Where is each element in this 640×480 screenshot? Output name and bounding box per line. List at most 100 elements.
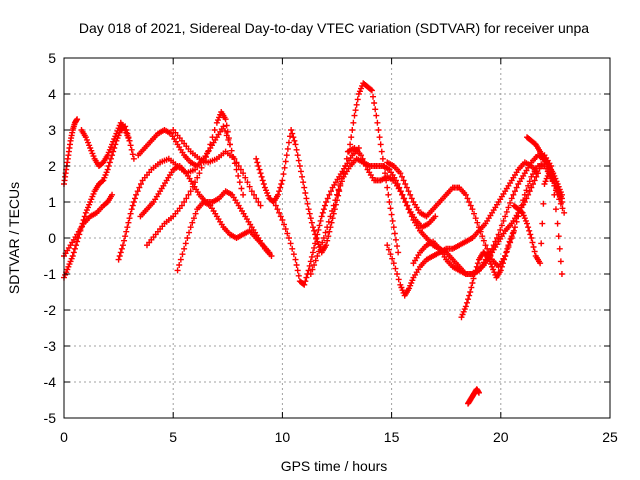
data-point (186, 229, 193, 236)
data-point (309, 224, 316, 231)
grid (64, 58, 610, 418)
y-tick-label: -1 (44, 266, 57, 282)
data-point (301, 184, 308, 191)
data-point (309, 249, 316, 256)
series-track-k (253, 127, 343, 256)
data-point (495, 231, 502, 238)
y-tick-label: -4 (44, 374, 57, 390)
data-point (285, 139, 292, 146)
data-point (504, 245, 511, 252)
data-points (61, 80, 568, 407)
data-point (192, 210, 199, 217)
data-point (556, 245, 563, 252)
data-point (367, 86, 374, 93)
series-track-d (78, 119, 133, 169)
data-point (335, 192, 342, 199)
data-point (74, 238, 81, 245)
data-point (390, 224, 397, 231)
data-point (222, 127, 229, 134)
data-point (501, 256, 508, 263)
data-point (497, 226, 504, 233)
data-point (308, 219, 315, 226)
data-point (288, 127, 295, 133)
data-point (374, 119, 381, 126)
data-point (313, 235, 320, 242)
data-point (498, 263, 505, 270)
data-point (524, 220, 531, 227)
data-point (233, 159, 240, 166)
data-point (304, 200, 311, 207)
data-point (395, 249, 402, 256)
data-point (405, 206, 412, 213)
data-point (284, 230, 291, 237)
data-point (105, 163, 112, 169)
series-track-v (465, 386, 482, 407)
data-point (248, 188, 255, 195)
data-point (111, 145, 118, 151)
data-point (181, 245, 188, 252)
data-point (432, 213, 439, 220)
data-point (71, 245, 78, 252)
data-point (472, 267, 479, 274)
y-tick-label: 3 (48, 122, 56, 138)
data-point (385, 191, 392, 198)
data-point (307, 215, 314, 222)
data-point (296, 163, 303, 169)
data-point (311, 227, 318, 234)
data-point (469, 206, 476, 213)
data-point (276, 209, 283, 216)
data-point (312, 240, 319, 247)
data-point (493, 235, 500, 241)
data-point (400, 177, 407, 184)
data-point (174, 267, 181, 274)
data-point (505, 242, 512, 249)
data-point (235, 172, 242, 179)
data-point (329, 208, 336, 214)
data-point (500, 217, 507, 224)
data-point (274, 206, 281, 213)
data-point (324, 237, 331, 244)
y-tick-label: 2 (48, 158, 56, 174)
data-point (348, 134, 355, 141)
y-tick-label: -3 (44, 338, 57, 354)
data-point (242, 174, 249, 181)
data-point (277, 213, 284, 220)
data-point (89, 193, 96, 200)
data-point (83, 207, 90, 214)
data-point (403, 202, 410, 209)
data-point (340, 170, 347, 177)
data-point (555, 233, 562, 240)
data-point (371, 100, 378, 106)
data-point (335, 186, 342, 193)
data-point (526, 227, 533, 234)
data-point (373, 112, 380, 119)
data-point (543, 175, 550, 182)
data-point (337, 181, 344, 187)
data-point (326, 228, 333, 235)
data-point (531, 248, 538, 255)
data-point (471, 210, 478, 217)
data-point (538, 240, 545, 247)
data-point (521, 199, 528, 205)
series-track-g (137, 163, 275, 259)
data-point (211, 127, 218, 133)
data-point (223, 122, 230, 129)
data-point (312, 257, 319, 264)
series-track-e (115, 155, 199, 263)
data-point (403, 184, 410, 191)
data-point (119, 242, 126, 249)
data-point (511, 224, 518, 231)
x-tick-label: 20 (493, 429, 509, 445)
data-point (557, 200, 564, 207)
data-point (113, 130, 120, 137)
data-point (301, 281, 308, 288)
data-point (398, 191, 405, 198)
data-point (222, 116, 229, 123)
data-point (128, 146, 135, 153)
data-point (408, 213, 415, 220)
data-point (352, 107, 359, 114)
data-point (523, 187, 530, 194)
data-point (378, 148, 385, 155)
data-point (394, 243, 401, 250)
y-tick-label: 0 (48, 230, 56, 246)
